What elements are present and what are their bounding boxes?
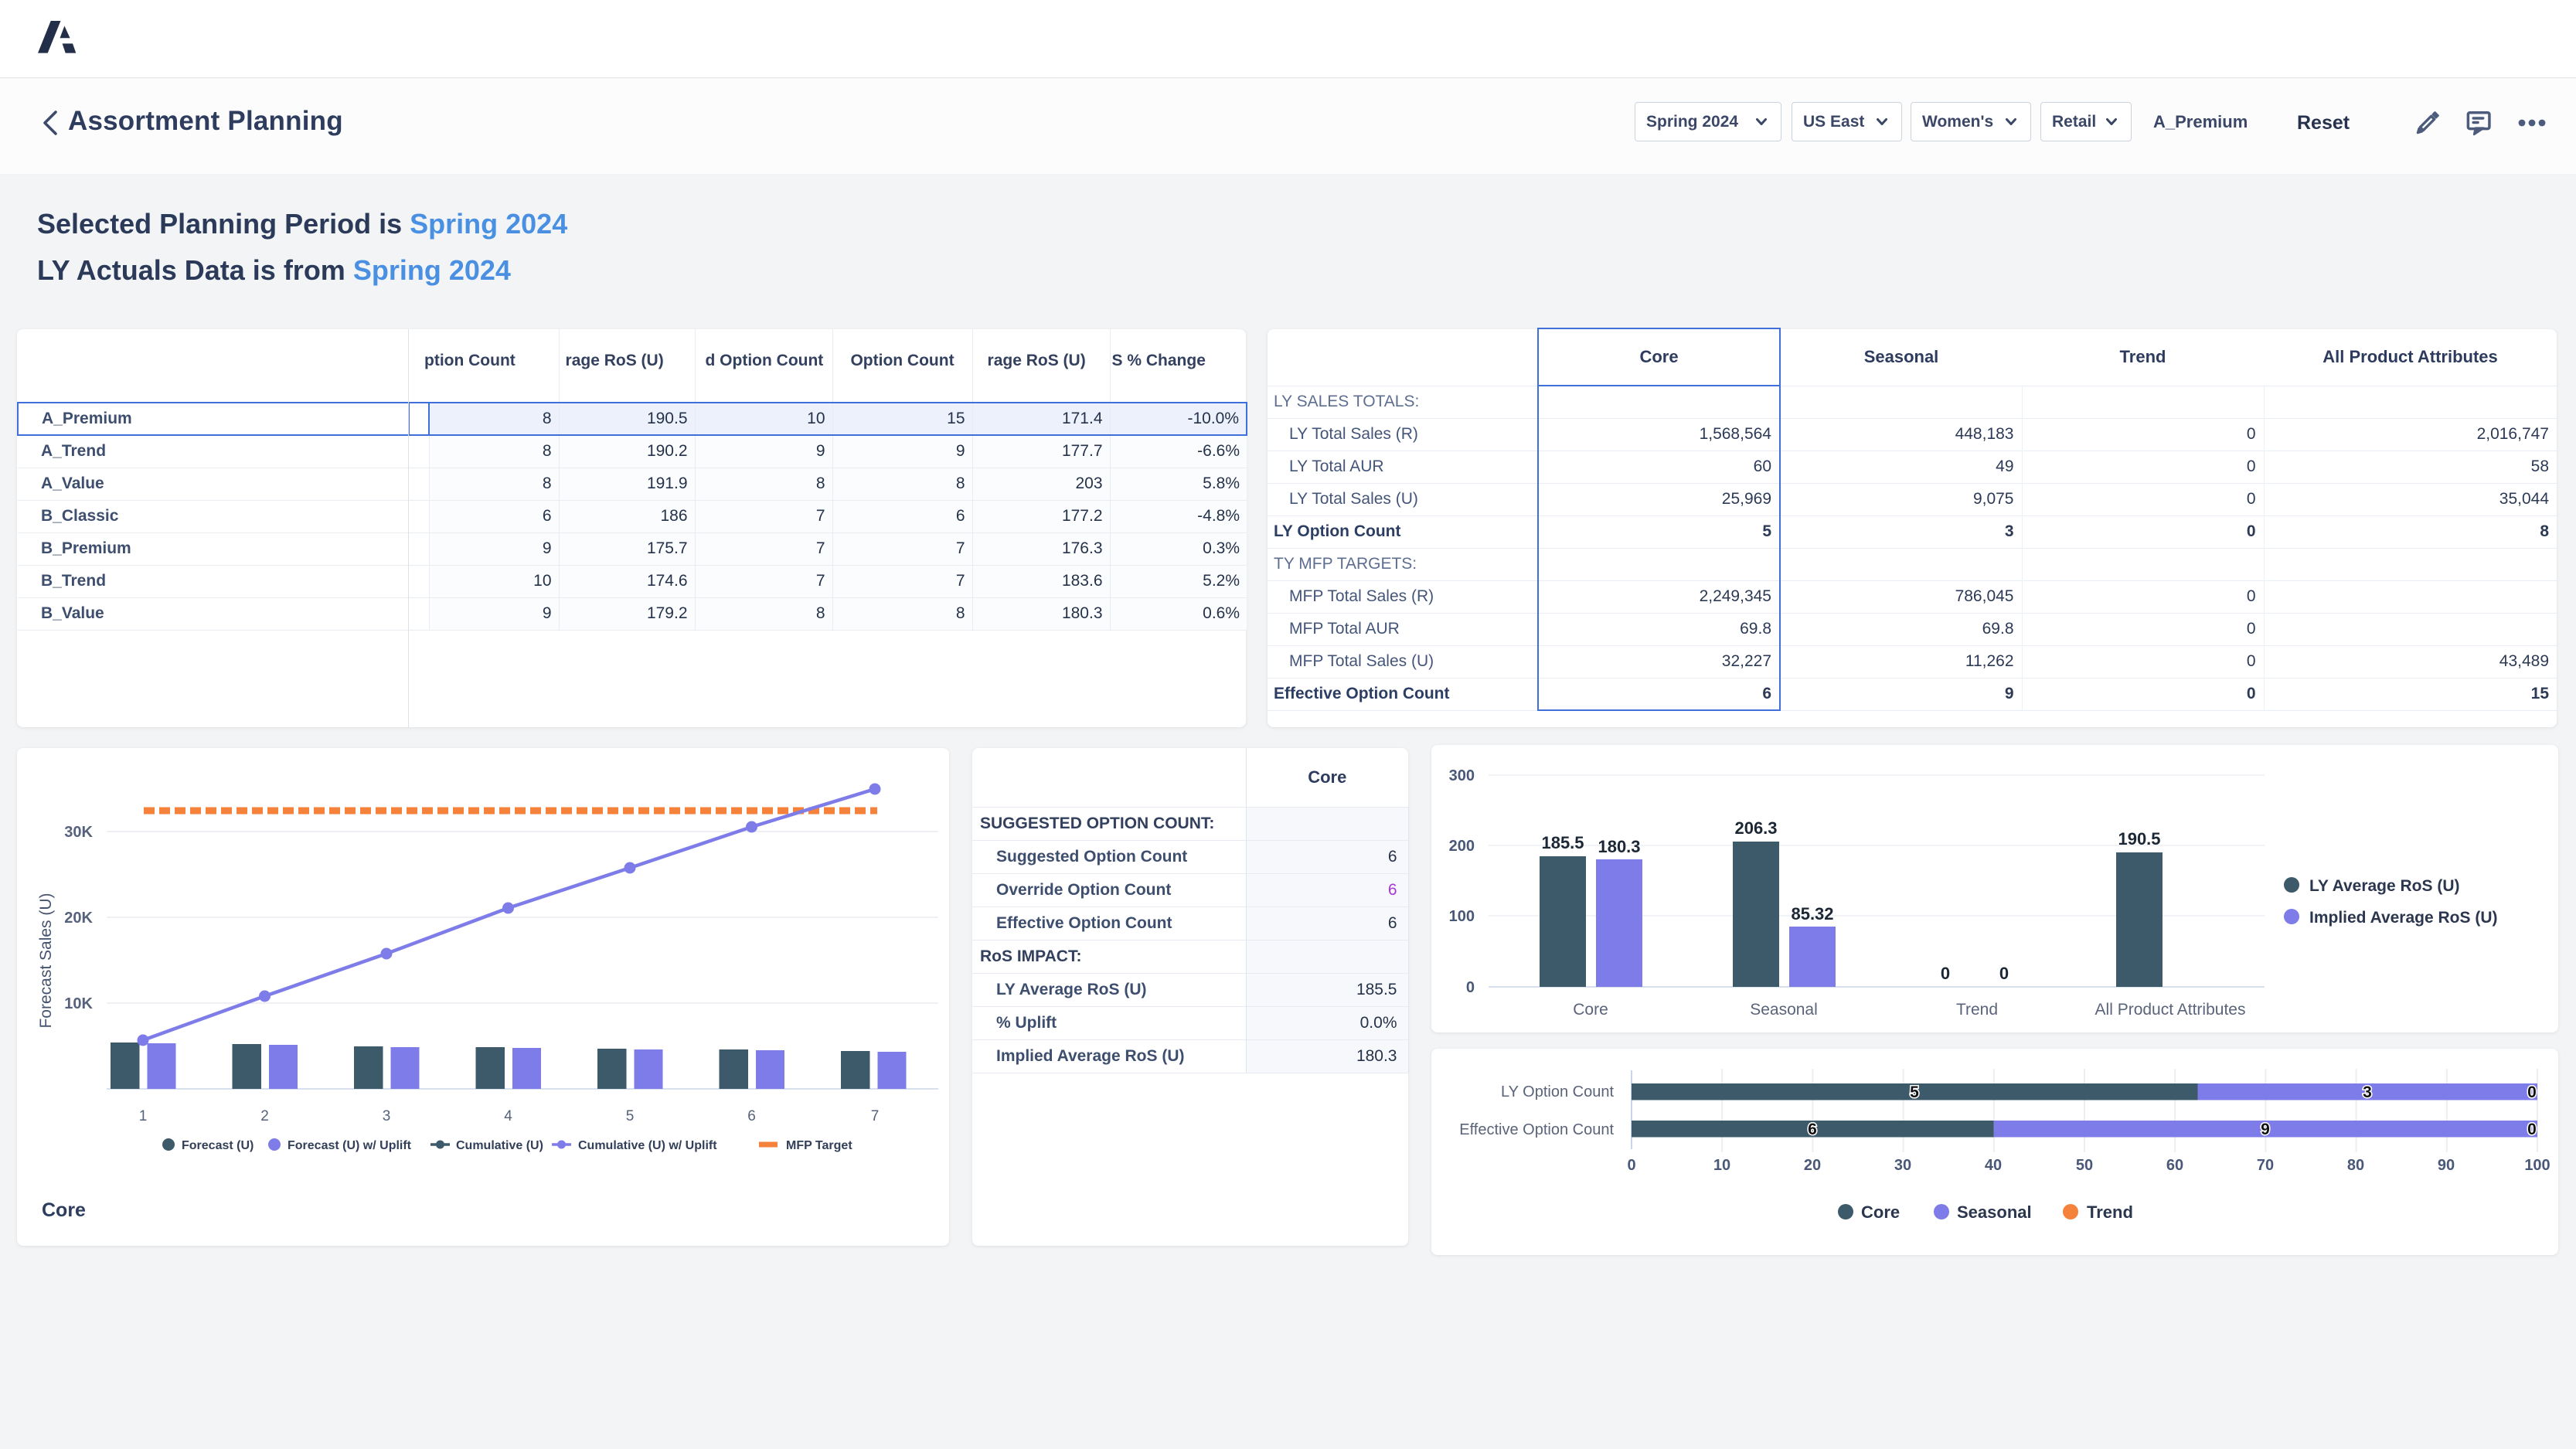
svg-text:10K: 10K xyxy=(64,995,93,1012)
svg-text:40: 40 xyxy=(1985,1157,2002,1174)
svg-text:30K: 30K xyxy=(64,824,93,841)
svg-text:5: 5 xyxy=(1910,1083,1919,1101)
svg-text:6: 6 xyxy=(1808,1121,1817,1138)
svg-text:LY Option Count: LY Option Count xyxy=(1501,1083,1614,1100)
svg-text:20: 20 xyxy=(1804,1157,1821,1174)
svg-text:0: 0 xyxy=(1627,1157,1635,1174)
svg-text:All Product Attributes: All Product Attributes xyxy=(2095,1001,2246,1019)
svg-text:Forecast (U) w/ Uplift: Forecast (U) w/ Uplift xyxy=(288,1139,412,1152)
svg-text:0: 0 xyxy=(2527,1083,2537,1101)
svg-text:4: 4 xyxy=(504,1108,512,1124)
svg-text:100: 100 xyxy=(2524,1157,2550,1174)
svg-text:Forecast (U): Forecast (U) xyxy=(182,1139,254,1152)
svg-text:0: 0 xyxy=(1999,964,2009,983)
svg-text:Effective Option Count: Effective Option Count xyxy=(1459,1121,1614,1138)
svg-text:Cumulative (U): Cumulative (U) xyxy=(456,1139,543,1152)
svg-text:190.5: 190.5 xyxy=(2118,829,2160,849)
svg-text:85.32: 85.32 xyxy=(1791,904,1833,923)
svg-text:80: 80 xyxy=(2347,1157,2364,1174)
svg-text:90: 90 xyxy=(2438,1157,2455,1174)
svg-text:70: 70 xyxy=(2257,1157,2274,1174)
svg-text:3: 3 xyxy=(2363,1083,2372,1101)
svg-text:206.3: 206.3 xyxy=(1734,818,1777,838)
svg-text:7: 7 xyxy=(871,1108,880,1124)
svg-text:Forecast Sales (U): Forecast Sales (U) xyxy=(37,893,55,1028)
svg-text:6: 6 xyxy=(747,1108,756,1124)
svg-text:1: 1 xyxy=(139,1108,148,1124)
svg-text:20K: 20K xyxy=(64,910,93,927)
svg-text:0: 0 xyxy=(1941,964,1950,983)
svg-text:50: 50 xyxy=(2076,1157,2093,1174)
svg-text:9: 9 xyxy=(2261,1121,2270,1138)
svg-text:300: 300 xyxy=(1449,767,1475,784)
svg-text:3: 3 xyxy=(383,1108,391,1124)
svg-text:LY Average RoS (U): LY Average RoS (U) xyxy=(2309,877,2460,895)
svg-text:200: 200 xyxy=(1449,838,1475,855)
svg-text:Core: Core xyxy=(1861,1202,1900,1222)
svg-text:60: 60 xyxy=(2166,1157,2183,1174)
svg-text:30: 30 xyxy=(1894,1157,1911,1174)
svg-text:Cumulative (U) w/ Uplift: Cumulative (U) w/ Uplift xyxy=(578,1139,717,1152)
svg-text:0: 0 xyxy=(1466,979,1475,996)
svg-text:Seasonal: Seasonal xyxy=(1957,1202,2032,1222)
svg-text:185.5: 185.5 xyxy=(1541,833,1584,852)
svg-text:180.3: 180.3 xyxy=(1598,837,1640,856)
svg-text:10: 10 xyxy=(1713,1157,1730,1174)
svg-text:2: 2 xyxy=(260,1108,269,1124)
svg-text:Core: Core xyxy=(1573,1001,1608,1019)
svg-text:Implied Average RoS (U): Implied Average RoS (U) xyxy=(2309,909,2498,927)
svg-text:0: 0 xyxy=(2527,1121,2537,1138)
svg-text:Trend: Trend xyxy=(2087,1202,2133,1222)
svg-text:100: 100 xyxy=(1449,908,1475,925)
svg-text:Trend: Trend xyxy=(1956,1001,1998,1019)
svg-text:5: 5 xyxy=(626,1108,635,1124)
svg-text:Seasonal: Seasonal xyxy=(1750,1001,1818,1019)
svg-text:Core: Core xyxy=(42,1199,86,1221)
svg-text:MFP Target: MFP Target xyxy=(786,1139,852,1152)
